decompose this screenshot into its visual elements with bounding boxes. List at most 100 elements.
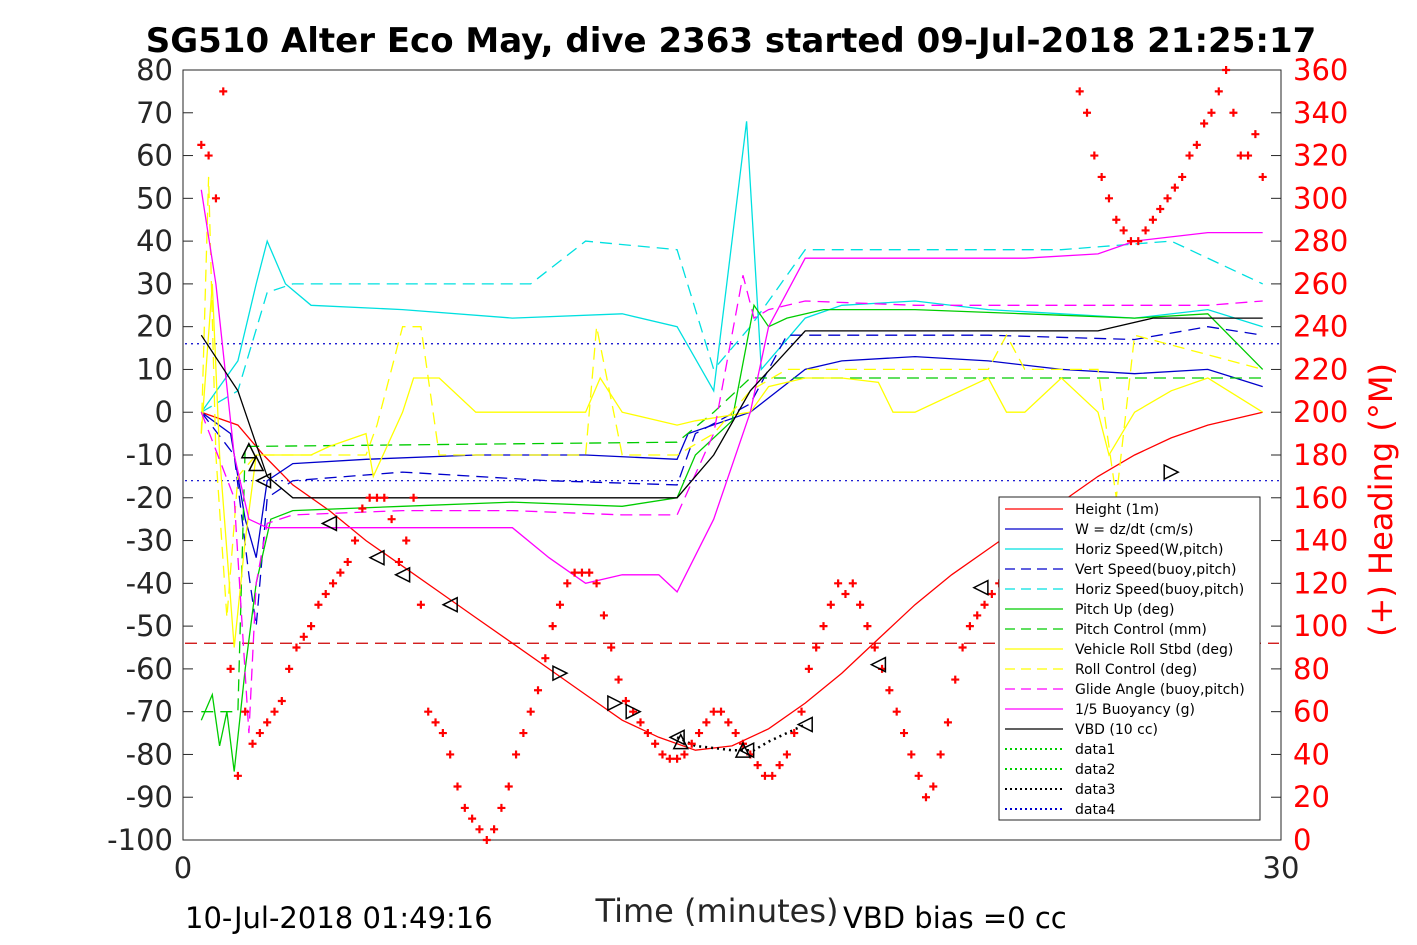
x-tick-label: 30 bbox=[1263, 851, 1300, 885]
heading-point bbox=[468, 814, 477, 823]
heading-point bbox=[226, 664, 235, 673]
heading-point bbox=[1236, 151, 1245, 160]
heading-point bbox=[1251, 130, 1260, 139]
dive-marker bbox=[441, 596, 458, 613]
heading-point bbox=[621, 696, 630, 705]
heading-point bbox=[197, 140, 206, 149]
legend-entry: VBD (10 cc) bbox=[1075, 722, 1158, 738]
heading-point bbox=[870, 643, 879, 652]
heading-point bbox=[848, 579, 857, 588]
heading-point bbox=[731, 729, 740, 738]
heading-point bbox=[409, 493, 418, 502]
heading-point bbox=[1222, 66, 1231, 74]
legend-entry: data1 bbox=[1075, 742, 1115, 758]
heading-point bbox=[277, 696, 286, 705]
heading-point bbox=[321, 590, 330, 599]
right-tick-label: 360 bbox=[1293, 53, 1348, 87]
legend-entry: data3 bbox=[1075, 782, 1115, 798]
left-tick-label: 30 bbox=[136, 267, 173, 301]
right-tick-label: 80 bbox=[1293, 652, 1330, 686]
heading-point bbox=[863, 622, 872, 631]
heading-point bbox=[380, 493, 389, 502]
left-tick-label: 40 bbox=[136, 224, 173, 258]
heading-point bbox=[263, 718, 272, 727]
right-tick-label: 180 bbox=[1293, 438, 1348, 472]
right-tick-label: 300 bbox=[1293, 181, 1348, 215]
heading-point bbox=[1170, 183, 1179, 192]
heading-point bbox=[1075, 87, 1084, 96]
right-tick-label: 140 bbox=[1293, 524, 1348, 558]
heading-point bbox=[1112, 215, 1121, 224]
heading-point bbox=[921, 793, 930, 802]
dive-marker bbox=[625, 703, 642, 720]
heading-point bbox=[248, 739, 257, 748]
heading-point bbox=[1104, 194, 1113, 203]
series-line bbox=[200, 240, 1263, 413]
heading-point bbox=[643, 729, 652, 738]
heading-point bbox=[358, 504, 367, 513]
heading-point bbox=[351, 536, 360, 545]
heading-point bbox=[475, 825, 484, 834]
heading-point bbox=[936, 750, 945, 759]
heading-point bbox=[548, 622, 557, 631]
series-line bbox=[200, 303, 1264, 772]
chart-title: SG510 Alter Eco May, dive 2363 started 0… bbox=[146, 21, 1317, 61]
dive-marker bbox=[254, 472, 272, 489]
series-line bbox=[200, 283, 1264, 648]
dive-marker bbox=[737, 741, 755, 759]
series-line bbox=[200, 275, 1263, 734]
right-tick-label: 60 bbox=[1293, 695, 1330, 729]
heading-point bbox=[431, 718, 440, 727]
heading-point bbox=[453, 782, 462, 791]
heading-point bbox=[1141, 226, 1150, 235]
heading-point bbox=[709, 707, 718, 716]
heading-point bbox=[1207, 108, 1216, 117]
left-tick-label: 60 bbox=[136, 139, 173, 173]
left-tick-label: 50 bbox=[136, 181, 173, 215]
right-tick-label: 0 bbox=[1293, 823, 1311, 857]
heading-point bbox=[658, 750, 667, 759]
heading-point bbox=[1083, 108, 1092, 117]
heading-point bbox=[570, 568, 579, 577]
heading-point bbox=[1126, 237, 1135, 246]
legend-entry: Horiz Speed(buoy,pitch) bbox=[1075, 582, 1244, 598]
footer-timestamp: 10-Jul-2018 01:49:16 bbox=[185, 901, 493, 935]
heading-point bbox=[702, 718, 711, 727]
heading-point bbox=[841, 590, 850, 599]
heading-point bbox=[387, 515, 396, 524]
heading-point bbox=[402, 536, 411, 545]
heading-point bbox=[1119, 226, 1128, 235]
heading-point bbox=[636, 718, 645, 727]
dive-marker bbox=[869, 656, 887, 673]
heading-point bbox=[504, 782, 513, 791]
heading-point bbox=[724, 718, 733, 727]
x-axis: 0 30 bbox=[174, 830, 1300, 885]
legend-entry: W = dz/dt (cm/s) bbox=[1075, 522, 1194, 538]
heading-point bbox=[255, 729, 264, 738]
heading-point bbox=[592, 579, 601, 588]
heading-point bbox=[424, 707, 433, 716]
footer-vbd-bias: VBD bias =0 cc bbox=[843, 901, 1067, 935]
heading-point bbox=[1244, 151, 1253, 160]
legend-box bbox=[998, 496, 1261, 821]
right-tick-label: 220 bbox=[1293, 352, 1348, 386]
heading-point bbox=[665, 754, 674, 763]
heading-point bbox=[1214, 87, 1223, 96]
series-layer bbox=[200, 121, 1264, 772]
legend-entry: Vert Speed(buoy,pitch) bbox=[1075, 562, 1237, 578]
heading-point bbox=[929, 782, 938, 791]
left-tick-label: -60 bbox=[126, 652, 173, 686]
left-tick-label: 70 bbox=[136, 96, 173, 130]
heading-point bbox=[1200, 119, 1209, 128]
series-line bbox=[200, 326, 1263, 627]
left-tick-label: -70 bbox=[126, 695, 173, 729]
legend-entry: Pitch Control (mm) bbox=[1075, 622, 1207, 638]
heading-point bbox=[965, 622, 974, 631]
heading-point bbox=[819, 622, 828, 631]
left-tick-label: -80 bbox=[126, 737, 173, 771]
dive-marker bbox=[1163, 463, 1180, 481]
heading-point bbox=[973, 611, 982, 620]
right-tick-label: 20 bbox=[1293, 780, 1330, 814]
heading-point bbox=[1156, 205, 1165, 214]
